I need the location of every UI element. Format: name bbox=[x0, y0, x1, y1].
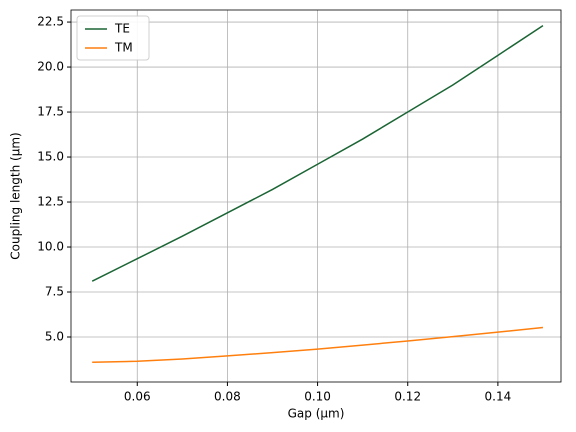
y-axis-label: Coupling length (μm) bbox=[9, 132, 23, 259]
legend-box bbox=[76, 15, 150, 61]
x-axis-label: Gap (μm) bbox=[288, 407, 345, 421]
y-tick-label: 5.0 bbox=[45, 330, 64, 344]
y-tick-label: 20.0 bbox=[37, 60, 64, 74]
y-tick-label: 12.5 bbox=[37, 195, 64, 209]
y-tick-label: 17.5 bbox=[37, 105, 64, 119]
legend-label: TM bbox=[114, 41, 133, 55]
line-series bbox=[92, 326, 544, 363]
y-tick-label: 15.0 bbox=[37, 150, 64, 164]
plot-frame bbox=[70, 9, 562, 383]
line-series bbox=[91, 25, 544, 282]
y-tick-label: 22.5 bbox=[37, 15, 64, 29]
x-tick-label: 0.06 bbox=[124, 390, 151, 404]
x-tick-label: 0.10 bbox=[304, 390, 331, 404]
x-tick-label: 0.14 bbox=[485, 390, 512, 404]
y-tick-label: 7.5 bbox=[45, 285, 64, 299]
legend-label: TE bbox=[114, 22, 130, 36]
y-tick-label: 10.0 bbox=[37, 240, 64, 254]
x-tick-label: 0.12 bbox=[394, 390, 421, 404]
legend: TE TM bbox=[76, 15, 150, 61]
x-tick-label: 0.08 bbox=[214, 390, 241, 404]
